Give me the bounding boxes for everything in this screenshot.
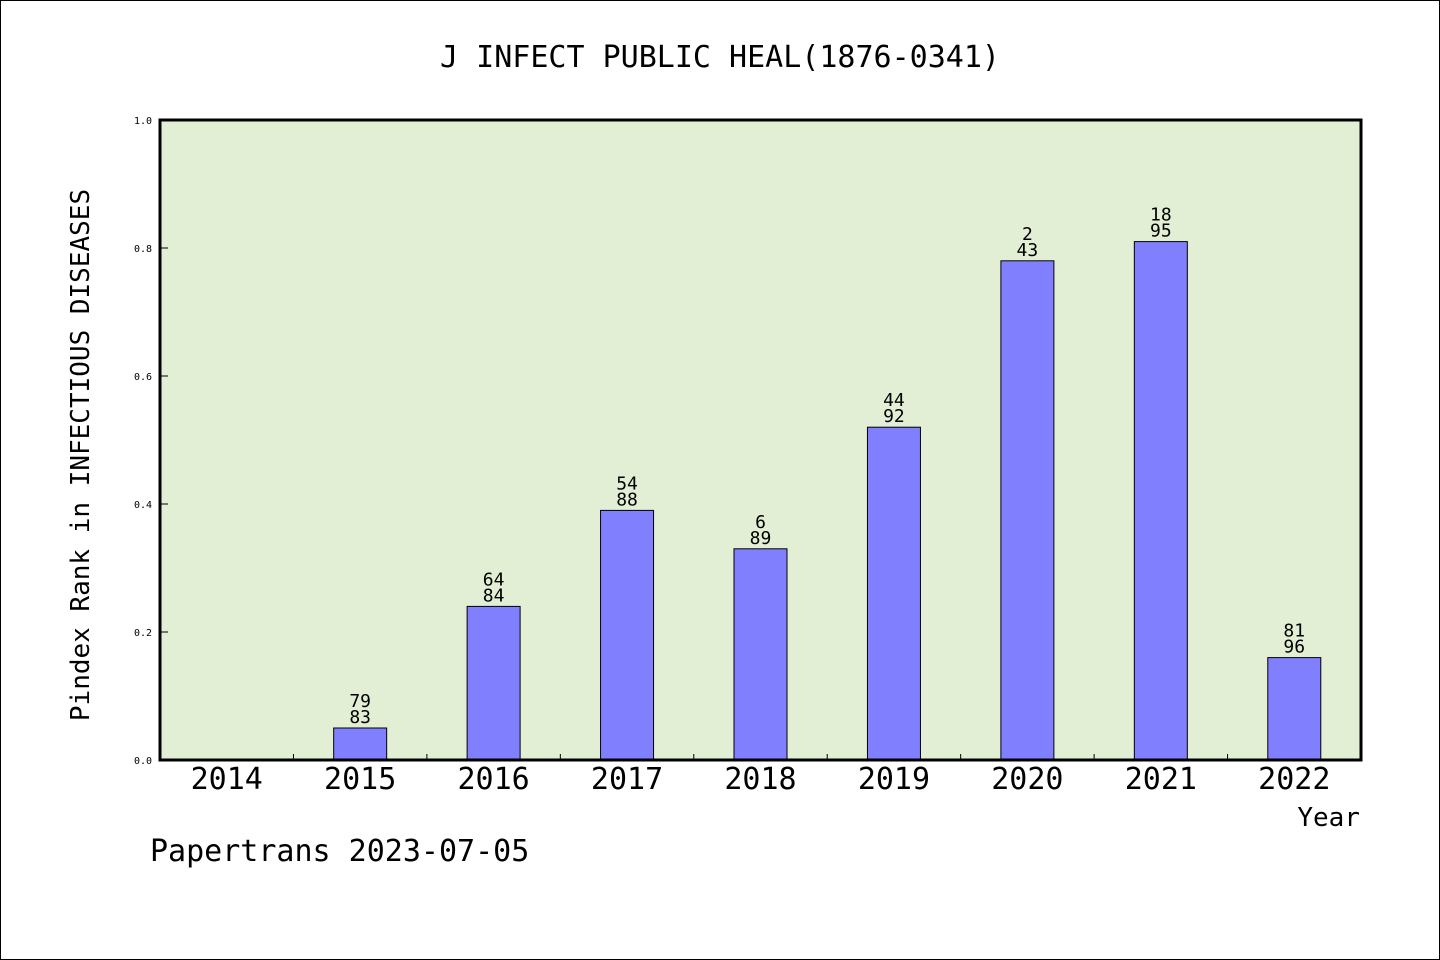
bar [1000,260,1055,761]
bar [466,605,521,761]
y-tick-label: 0.8 [134,244,152,255]
bar-label-bottom: 95 [1150,221,1172,242]
bar-label-top: 54 [616,473,638,494]
bar [333,727,388,761]
bar [1133,241,1188,761]
bar-label-top: 64 [483,569,505,590]
x-axis: 2014 2015 2016 2017 2018 2019 2020 2021 2022 [191,754,1330,797]
x-tick-label: 2021 [1125,762,1197,797]
bar-label-bottom: 88 [616,489,638,510]
bar-label-bottom: 92 [883,406,905,427]
bar-label-bottom: 89 [750,528,772,549]
bar [866,426,921,761]
x-tick-label: 2017 [591,762,663,797]
bar [733,548,788,761]
y-axis-label: Pindex Rank in INFECTIOUS DISEASES [66,189,96,721]
bar-label-bottom: 84 [483,585,505,606]
plot-border [158,118,1363,762]
x-tick-label: 2020 [991,762,1063,797]
x-tick-label: 2018 [724,762,796,797]
x-tick-label: 2014 [191,762,263,797]
bar-label-top: 79 [349,691,371,712]
chart-title: J INFECT PUBLIC HEAL(1876-0341) [440,40,1000,75]
bar-label-top: 18 [1150,205,1172,226]
bar-label-top: 6 [755,512,766,533]
bar-label-top: 81 [1283,621,1305,642]
y-tick-label: 0.4 [134,500,152,511]
y-tick-label: 1.0 [134,116,152,127]
bar-label-top: 2 [1022,224,1033,245]
bar-label-bottom: 43 [1017,240,1039,261]
bar [600,509,655,761]
x-axis-label: Year [1297,803,1360,833]
footer-text: Papertrans 2023-07-05 [150,834,530,869]
bar-label-bottom: 96 [1283,637,1305,658]
x-tick-label: 2022 [1258,762,1330,797]
y-tick-label: 0.6 [134,372,152,383]
bar-label-bottom: 83 [349,707,371,728]
bar-label-top: 44 [883,390,905,411]
bars-group [333,241,1322,761]
x-tick-label: 2019 [858,762,930,797]
y-tick-label: 0.0 [134,756,152,767]
bar [1267,657,1322,761]
y-tick-label: 0.2 [134,628,152,639]
x-tick-label: 2016 [457,762,529,797]
x-tick-label: 2015 [324,762,396,797]
